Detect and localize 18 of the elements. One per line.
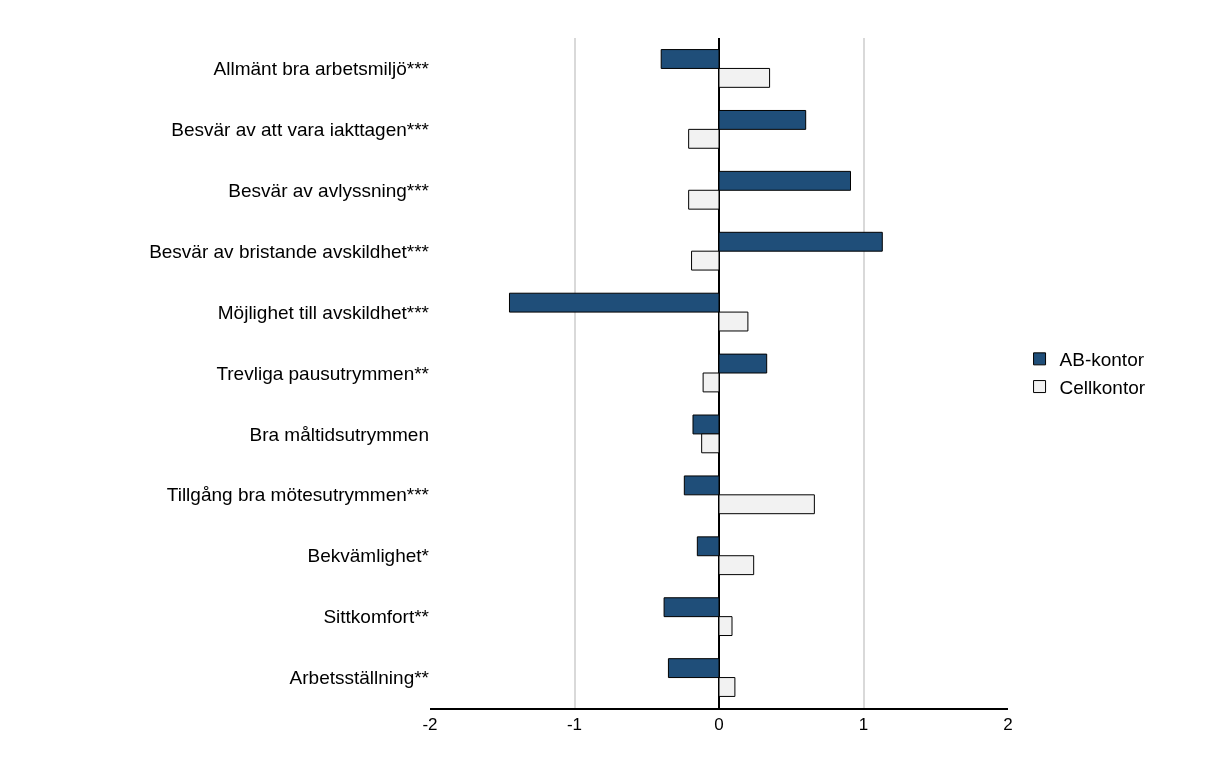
y-tick-label: Besvär av avlyssning*** [228,179,430,201]
y-tick-label: Sittkomfort** [323,606,430,628]
x-tick-label: -2 [422,715,438,735]
y-tick-label: Trevliga pausutrymmen** [216,362,430,384]
x-tick-label: 2 [1003,715,1013,735]
legend-label: Cellkontor [1059,376,1146,398]
x-tick-label: 1 [858,715,869,735]
x-tick-label: -1 [566,715,583,735]
y-tick-label: Bekvämlighet* [307,545,430,567]
y-tick-label: Bra måltidsutrymmen [249,423,429,445]
y-tick-label: Besvär av att vara iakttagen*** [171,119,430,141]
y-tick-label: Arbetsställning** [289,667,430,689]
y-tick-label: Möjlighet till avskildhet*** [217,301,430,323]
y-tick-label: Tillgång bra mötesutrymmen*** [166,484,430,506]
y-tick-label: Besvär av bristande avskildhet*** [149,240,430,262]
x-tick-label: 0 [714,715,724,735]
legend-label: AB-kontor [1059,349,1145,371]
y-tick-label: Allmänt bra arbetsmiljö*** [213,58,430,80]
